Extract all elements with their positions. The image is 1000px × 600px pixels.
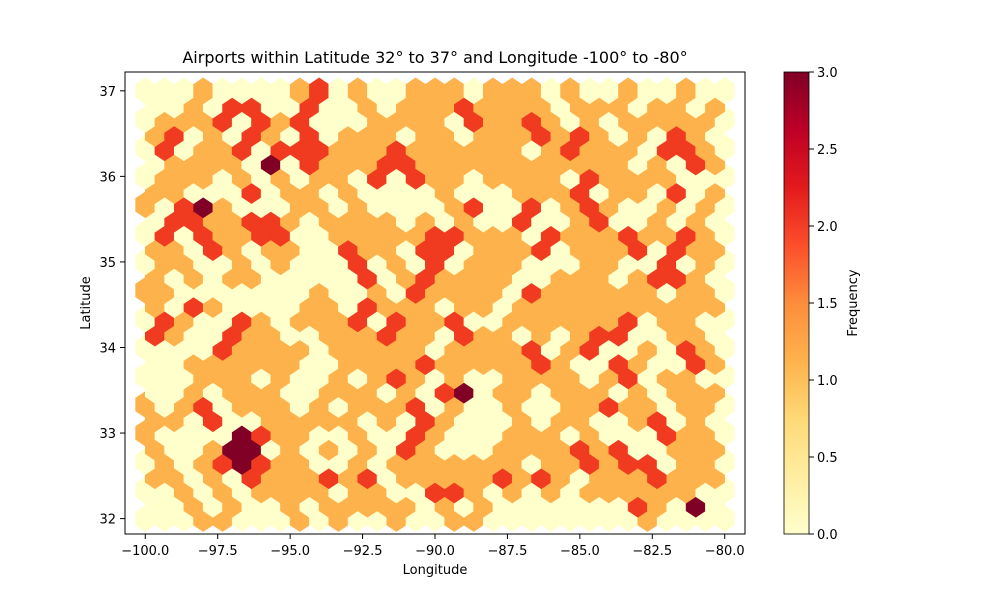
y-axis-label: Latitude bbox=[79, 276, 94, 330]
hexbin-cells bbox=[135, 77, 735, 532]
chart-title: Airports within Latitude 32° to 37° and … bbox=[182, 48, 687, 67]
colorbar-tick-label: 3.0 bbox=[817, 66, 838, 81]
hex-cell bbox=[714, 77, 735, 105]
colorbar-label: Frequency bbox=[846, 269, 861, 336]
colorbar-tick-label: 1.5 bbox=[817, 297, 838, 312]
x-tick-label: −82.5 bbox=[632, 544, 672, 559]
colorbar bbox=[783, 71, 810, 535]
y-tick-label: 35 bbox=[99, 256, 116, 271]
x-tick-label: −92.5 bbox=[343, 544, 383, 559]
x-tick-label: −87.5 bbox=[488, 544, 528, 559]
colorbar-tick-label: 2.5 bbox=[817, 143, 838, 158]
y-tick-label: 33 bbox=[99, 427, 116, 442]
x-tick-label: −95.0 bbox=[270, 544, 310, 559]
x-tick-label: −80.0 bbox=[705, 544, 745, 559]
x-axis: −100.0 −97.5 −95.0 −92.5 −90.0 −87.5 −85.0 −82.… bbox=[121, 534, 745, 559]
colorbar-tick-label: 2.0 bbox=[817, 220, 838, 235]
colorbar-tick-label: 0.0 bbox=[817, 528, 838, 543]
y-axis: 32 33 34 35 36 37 bbox=[99, 85, 125, 528]
y-tick-label: 34 bbox=[99, 341, 116, 356]
y-tick-label: 37 bbox=[99, 85, 116, 100]
x-tick-label: −97.5 bbox=[198, 544, 238, 559]
x-tick-label: −90.0 bbox=[415, 544, 455, 559]
colorbar-axis: 0.0 0.5 1.0 1.5 2.0 2.5 3.0 bbox=[809, 66, 838, 543]
y-tick-label: 32 bbox=[99, 513, 116, 528]
x-axis-label: Longitude bbox=[403, 563, 468, 578]
colorbar-tick-label: 0.5 bbox=[817, 451, 838, 466]
x-tick-label: −85.0 bbox=[560, 544, 600, 559]
colorbar-tick-label: 1.0 bbox=[817, 374, 838, 389]
x-tick-label: −100.0 bbox=[121, 544, 169, 559]
y-tick-label: 36 bbox=[99, 170, 116, 185]
